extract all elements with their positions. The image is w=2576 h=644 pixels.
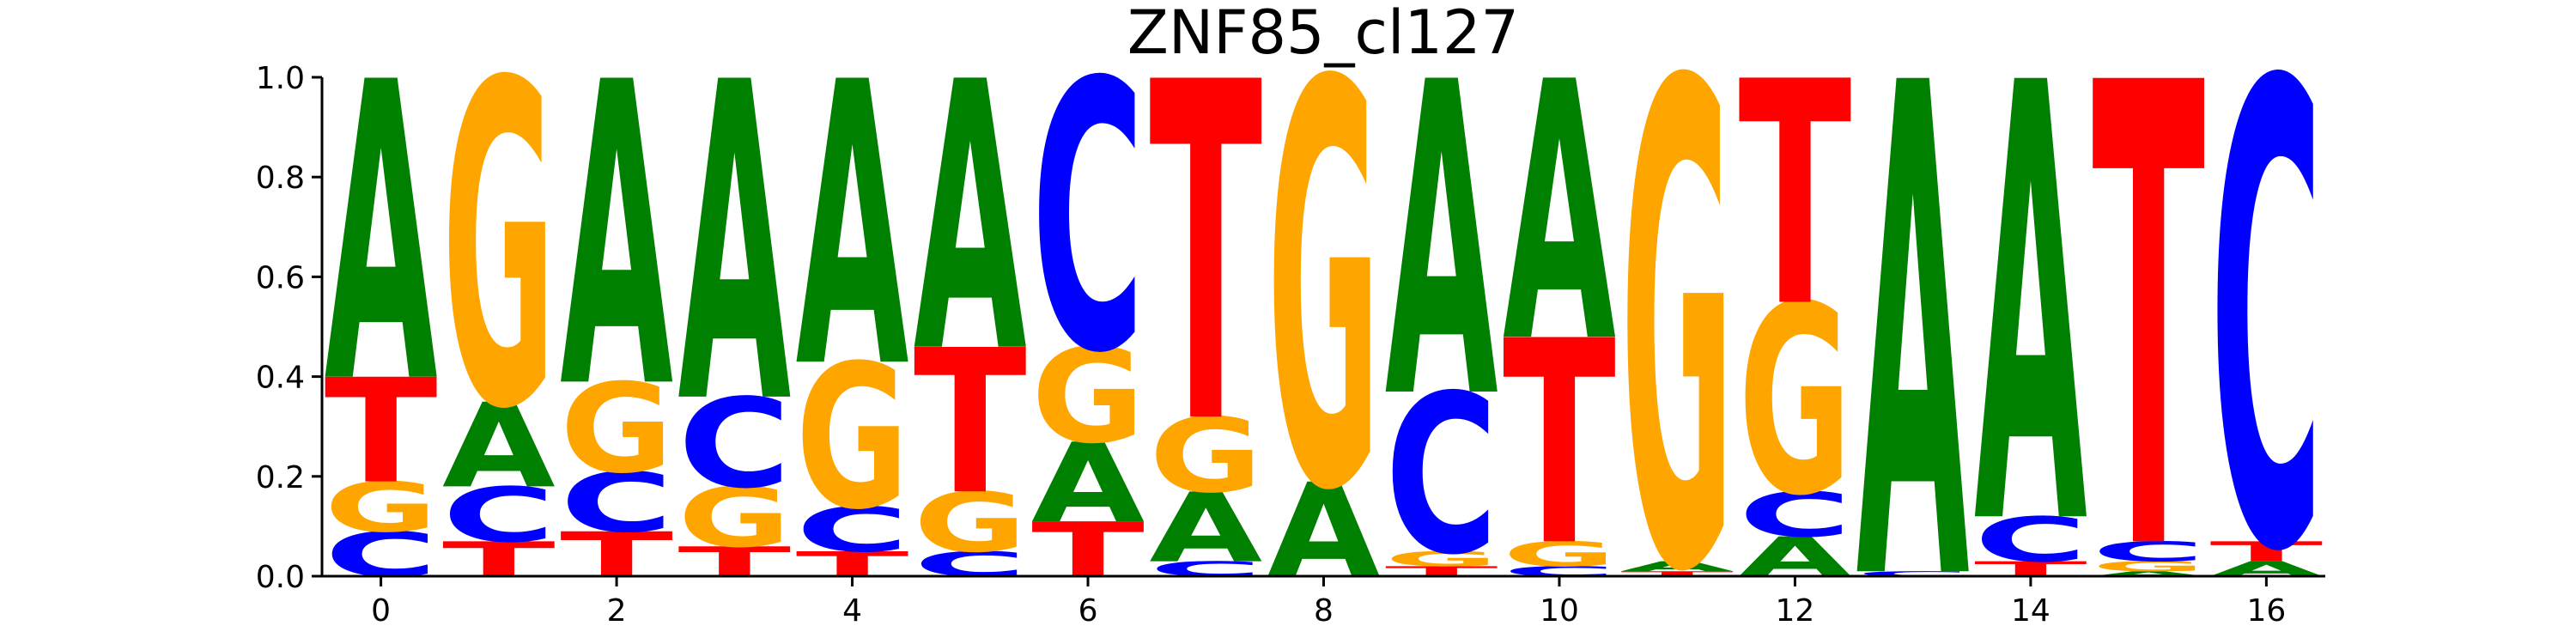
logo-letter-c: C <box>1031 3 1145 434</box>
logo-letter-t: T <box>1149 0 1263 526</box>
logo-letter-c: C <box>1739 479 1852 550</box>
logo-letter-t: T <box>914 308 1027 539</box>
x-tick-label: 2 <box>607 593 627 629</box>
logo-letter-g: G <box>325 468 438 548</box>
logo-letter-g: G <box>1385 548 1498 572</box>
y-axis-ticks: 0.0 0.2 0.4 0.6 0.8 1.0 <box>256 61 322 595</box>
logo-letter-c: C <box>1856 570 1970 578</box>
logo-letter-a: A <box>325 0 439 474</box>
logo-letter-a: A <box>677 0 792 501</box>
logo-letter-c: C <box>677 373 791 516</box>
logo-letter-t: T <box>442 532 556 587</box>
y-tick-label: 0.4 <box>256 361 305 396</box>
y-tick-label: 0.8 <box>256 161 305 196</box>
logo-letter-g: G <box>1149 397 1262 515</box>
logo-letter-g: G <box>560 357 673 501</box>
x-tick-label: 16 <box>2246 593 2286 629</box>
logo-letter-a: A <box>560 0 674 480</box>
logo-letter-t: T <box>1620 570 1734 578</box>
x-tick-label: 4 <box>842 593 862 629</box>
logo-letter-a: A <box>1974 0 2088 644</box>
logo-letter-a: A <box>2092 570 2205 578</box>
logo-letter-a: A <box>442 379 556 514</box>
logo-letter-a: A <box>1031 420 1145 547</box>
logo-letter-c: C <box>2092 536 2205 568</box>
logo-letter-g: G <box>1620 0 1734 644</box>
logo-letter-t: T <box>1739 16 1853 374</box>
logo-letter-g: G <box>442 0 556 507</box>
x-axis-ticks: 0 2 4 6 8 10 12 14 16 <box>371 576 2286 629</box>
logo-letter-g: G <box>2092 558 2205 574</box>
logo-letter-g: G <box>914 476 1027 571</box>
logo-letter-g: G <box>1503 534 1616 574</box>
logo-letter-t: T <box>1503 283 1617 609</box>
logo-letter-t: T <box>2092 0 2206 644</box>
x-tick-label: 0 <box>371 593 391 629</box>
logo-letter-a: A <box>1385 0 1499 494</box>
logo-letter-a: A <box>1620 558 1734 574</box>
x-tick-label: 6 <box>1078 593 1098 629</box>
logo-letter-t: T <box>2210 536 2324 568</box>
logo-letter-g: G <box>1739 251 1852 553</box>
x-tick-label: 10 <box>1540 593 1579 629</box>
logo-letter-t: T <box>677 538 791 586</box>
x-tick-label: 14 <box>2011 593 2050 629</box>
logo-letter-a: A <box>1149 472 1262 584</box>
logo-letter-a: A <box>1856 0 1971 644</box>
y-tick-label: 0.2 <box>256 460 305 495</box>
y-tick-label: 1.0 <box>256 61 305 96</box>
logo-letter-g: G <box>1031 320 1145 472</box>
logo-letter-a: A <box>1503 7 1617 422</box>
x-tick-label: 12 <box>1776 593 1815 629</box>
logo-letter-g: G <box>677 471 791 566</box>
logo-letter-c: C <box>1974 505 2087 576</box>
chart-title: ZNF85_cl127 <box>1127 0 1519 68</box>
logo-letter-t: T <box>325 348 438 515</box>
logo-letter-c: C <box>2210 0 2324 644</box>
logo-letter-g: G <box>1267 0 1381 612</box>
logo-letter-g: G <box>796 322 909 553</box>
logo-letter-c: C <box>1385 349 1498 603</box>
logo-letter-a: A <box>914 6 1028 435</box>
y-tick-label: 0.6 <box>256 260 305 295</box>
logo-letter-c: C <box>560 455 673 550</box>
logo-letter-c: C <box>442 472 556 560</box>
logo-letter-c: C <box>796 495 909 566</box>
logo-letter-c: C <box>914 544 1027 585</box>
x-tick-label: 8 <box>1314 593 1334 629</box>
logo-letter-a: A <box>796 0 910 453</box>
y-tick-label: 0.0 <box>256 560 305 595</box>
